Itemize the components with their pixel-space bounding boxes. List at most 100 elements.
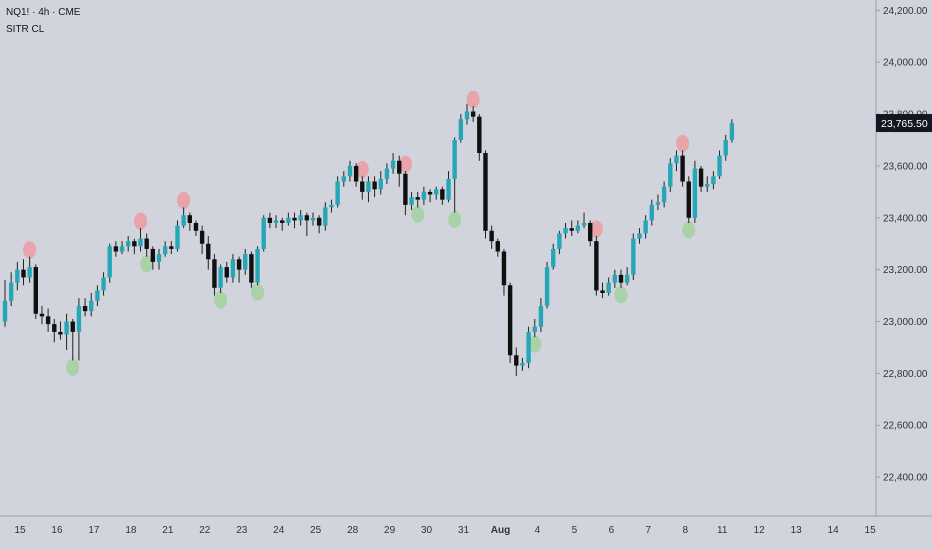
candle-up	[711, 176, 716, 185]
candle-down	[372, 181, 377, 190]
swing-low-marker	[682, 221, 696, 239]
candle-down	[316, 217, 322, 226]
candle-up	[138, 238, 143, 247]
candle-up	[162, 246, 168, 255]
candle-down	[193, 222, 199, 231]
swing-low-marker	[66, 358, 80, 376]
price-tick-label: 22,600.00	[883, 421, 928, 432]
candle-up	[631, 238, 636, 275]
time-tick-label: 14	[828, 525, 840, 536]
candle-up	[643, 220, 648, 234]
swing-high-marker	[589, 220, 603, 238]
candle-up	[520, 363, 525, 366]
candle-down	[212, 259, 217, 288]
candle-up	[464, 111, 470, 120]
swing-low-marker	[448, 211, 462, 229]
candle-down	[507, 285, 513, 356]
time-tick-label: 5	[572, 525, 578, 536]
candle-layer	[2, 103, 735, 376]
candle-down	[82, 305, 88, 312]
swing-low-marker	[411, 205, 425, 223]
candle-up	[575, 225, 581, 231]
candle-up	[273, 220, 279, 223]
time-tick-label: 28	[347, 525, 359, 536]
candle-up	[255, 248, 260, 283]
candle-up	[723, 140, 728, 156]
candle-up	[649, 204, 654, 221]
candle-down	[618, 274, 624, 283]
candle-up	[655, 202, 661, 205]
candle-up	[717, 155, 722, 177]
candle-up	[409, 197, 414, 205]
candle-up	[341, 176, 346, 182]
time-tick-label: 11	[717, 525, 728, 536]
candle-down	[33, 267, 38, 314]
candle-up	[544, 267, 550, 306]
candle-up	[107, 246, 112, 278]
candle-up	[421, 191, 427, 200]
candle-up	[335, 181, 340, 205]
candle-down	[489, 230, 494, 242]
swing-high-marker	[177, 191, 191, 209]
candle-up	[606, 282, 611, 294]
candle-up	[661, 186, 667, 203]
last-price-tag: 23,765.50	[876, 114, 932, 133]
time-tick-label: 24	[273, 525, 285, 536]
candle-up	[230, 259, 236, 278]
time-tick-label: 29	[384, 525, 396, 536]
candle-up	[581, 222, 587, 226]
candle-up	[95, 290, 100, 301]
candle-up	[2, 300, 8, 322]
candle-up	[101, 277, 106, 291]
candle-down	[470, 111, 476, 117]
time-tick-label: 17	[88, 525, 100, 536]
candle-up	[434, 189, 439, 195]
candle-down	[353, 165, 359, 182]
candle-down	[514, 355, 519, 366]
candle-down	[267, 217, 273, 223]
candle-up	[323, 207, 328, 226]
candle-down	[501, 251, 507, 286]
candle-up	[526, 331, 531, 364]
candle-down	[569, 228, 574, 231]
candle-up	[218, 267, 223, 288]
swing-high-marker	[466, 90, 480, 108]
candle-up	[64, 321, 69, 335]
candle-down	[477, 116, 482, 153]
time-tick-label: 25	[310, 525, 322, 536]
candle-up	[27, 267, 32, 278]
candle-up	[347, 165, 353, 177]
candle-up	[181, 215, 186, 226]
candle-up	[551, 248, 556, 268]
price-tick-label: 23,400.00	[883, 213, 928, 224]
swing-high-marker	[398, 155, 412, 173]
time-tick-label: 4	[535, 525, 541, 536]
time-axis[interactable]: 15 16 17 18 21 22 23 24 25 28 29 30 31 Aug 4 5 6 7 8 11 12 13…	[14, 525, 876, 536]
candle-down	[292, 217, 297, 221]
symbol-title: NQ1! · 4h · CME	[6, 7, 81, 18]
candle-down	[21, 269, 26, 278]
candle-down	[144, 238, 149, 249]
candle-up	[705, 184, 710, 187]
candle-up	[89, 300, 94, 312]
candle-up	[156, 254, 162, 262]
candle-down	[39, 313, 45, 317]
swing-low-marker	[528, 335, 542, 353]
time-tick-label: 15	[865, 525, 877, 536]
candle-down	[236, 259, 242, 270]
candle-up	[366, 181, 371, 192]
candle-down	[403, 173, 408, 205]
candle-up	[310, 217, 316, 221]
candle-up	[126, 241, 131, 247]
swing-high-marker	[134, 212, 148, 230]
price-tick-label: 24,200.00	[883, 6, 928, 17]
price-tick-label: 23,600.00	[883, 161, 928, 172]
swing-high-marker	[355, 160, 369, 178]
time-tick-label: 7	[646, 525, 652, 536]
candle-up	[384, 168, 390, 179]
candle-down	[440, 189, 445, 200]
candle-down	[483, 152, 488, 231]
candle-down	[280, 220, 285, 223]
swing-high-marker	[23, 241, 37, 259]
